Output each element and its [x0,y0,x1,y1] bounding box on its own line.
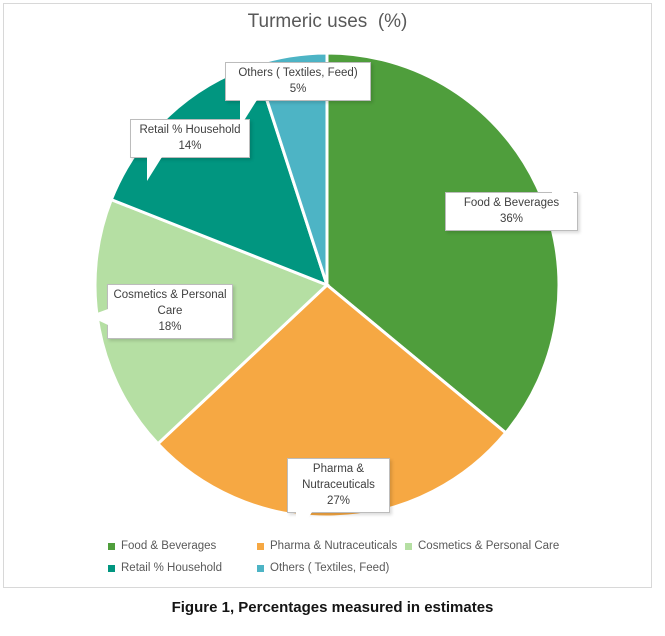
legend-item-cosmetics-personal-care: Cosmetics & Personal Care [405,540,559,552]
callout-value: 27% [326,495,351,507]
legend-item-retail-household: Retail % Household [108,562,222,574]
legend-swatch [108,542,115,550]
callout-label: Others ( Textiles, Feed) [238,67,358,79]
legend-label: Pharma & Nutraceuticals [270,540,398,552]
callout-pointer [552,170,574,193]
callout-label: Cosmetics & Personal Care [113,289,227,317]
callout-pointer [296,512,312,538]
callout-value: 14% [178,140,202,152]
pie-slice-0 [325,51,561,435]
legend-swatch [257,564,264,572]
legend-label: Food & Beverages [121,540,217,552]
legend-item-pharma-nutraceuticals: Pharma & Nutraceuticals [257,540,397,552]
callout-pharma-nutraceuticals: Pharma & Nutraceuticals 27% [287,458,390,538]
legend-label: Retail % Household [121,562,223,574]
chart-title: Turmeric uses (%) [247,11,408,32]
callout-value: 18% [158,321,182,333]
callout-label: Pharma & Nutraceuticals [302,463,375,491]
legend-item-food-beverages: Food & Beverages [108,540,216,552]
callout-label: Retail % Household [139,124,241,136]
legend-label: Others ( Textiles, Feed) [270,562,390,574]
legend-swatch [405,542,412,550]
callout-pointer [89,309,108,325]
legend-swatch [257,542,264,550]
callout-cosmetics-personal-care: Cosmetics & Personal Care 18% [89,284,233,339]
legend-label: Cosmetics & Personal Care [418,540,560,552]
legend-item-others-textiles-feed: Others ( Textiles, Feed) [257,562,389,574]
callout-food-beverages: Food & Beverages 36% [445,170,578,231]
legend-swatch [108,564,115,572]
callout-pointer [147,157,162,181]
callout-pointer [240,100,257,127]
callout-value: 36% [499,213,524,225]
figure-caption: Figure 1, Percentages measured in estima… [171,599,494,616]
callout-label: Food & Beverages [463,197,560,209]
pie-slice-1 [155,283,508,519]
callout-value: 5% [289,83,307,95]
callout-retail-household: Retail % Household 14% [130,119,250,181]
callout-others-textiles-feed: Others ( Textiles, Feed) 5% [225,62,371,127]
